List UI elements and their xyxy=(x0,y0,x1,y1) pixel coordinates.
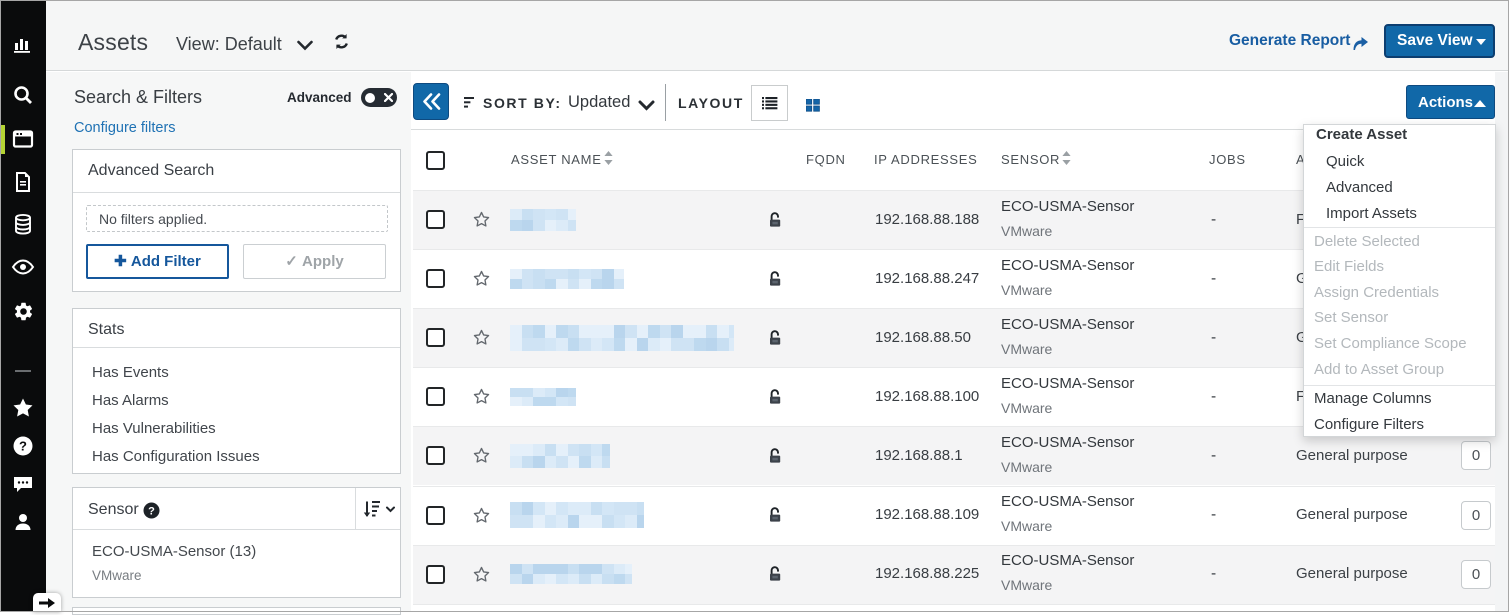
svg-text:?: ? xyxy=(19,439,27,454)
svg-text:?: ? xyxy=(148,506,155,518)
